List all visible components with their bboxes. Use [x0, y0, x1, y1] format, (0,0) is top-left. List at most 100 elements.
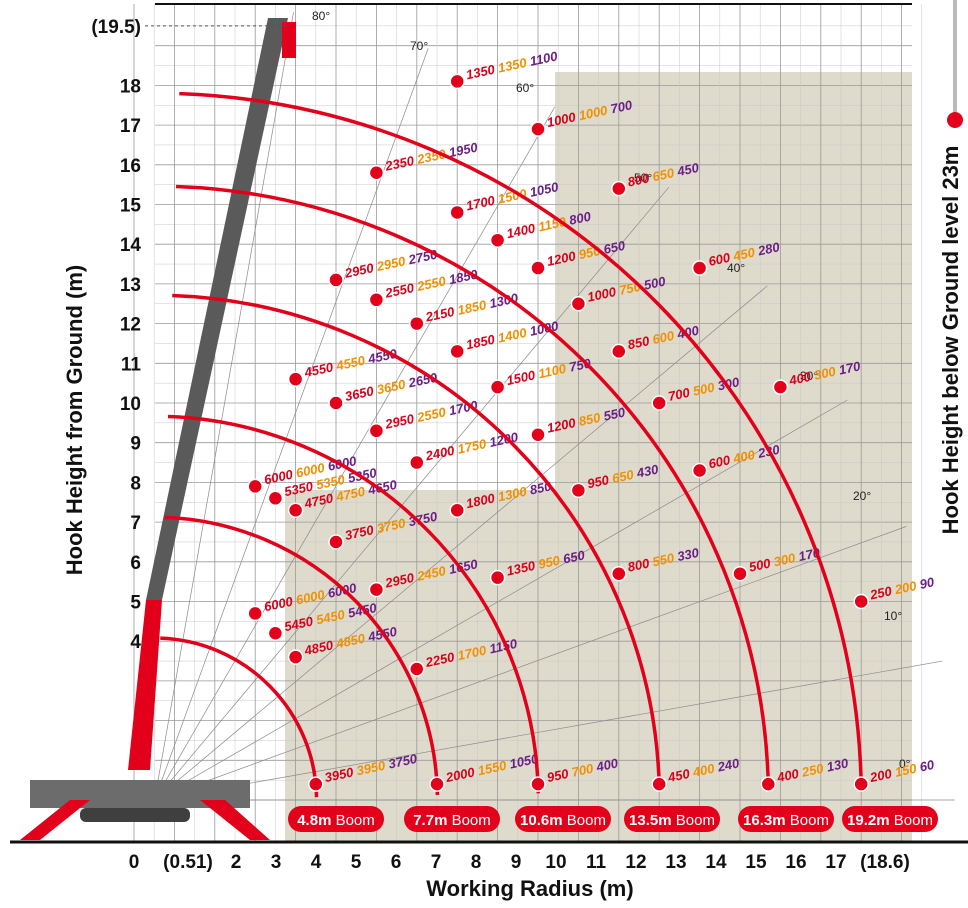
load-label: 2550 2550 1850	[383, 266, 480, 301]
x-tick-label: 2	[231, 852, 242, 873]
load-value: 800	[626, 170, 651, 189]
load-point	[368, 581, 385, 598]
angle-guide-line	[154, 399, 848, 801]
load-label: 1500 1100 750	[505, 355, 593, 388]
load-value: 250	[797, 760, 826, 780]
boom-length: 7.7m	[413, 812, 447, 829]
load-point	[409, 454, 425, 471]
load-value: 4750	[302, 490, 335, 511]
y-tick-label: 17	[120, 116, 141, 137]
y-tick-label: 11	[121, 354, 142, 375]
load-value: 1700	[453, 642, 489, 664]
load-value: 200	[868, 766, 894, 786]
boom-name-label: 10.6m Boom	[520, 812, 606, 829]
boom-name-box: 10.6m Boom	[515, 806, 611, 832]
load-label: 800 650 450	[626, 160, 701, 190]
load-label: 2150 1850 1300	[423, 290, 520, 325]
load-point	[449, 502, 465, 518]
load-value: 3750	[344, 522, 376, 543]
load-point	[247, 478, 263, 495]
load-label: 2400 1750 1200	[423, 429, 520, 464]
load-label: 4550 4550 4550	[302, 346, 399, 381]
load-value: 1400	[505, 220, 537, 241]
load-value: 450	[666, 766, 692, 786]
boom-unit: Boom	[563, 812, 606, 829]
y-tick-label: 14	[120, 235, 142, 256]
load-value: 1400	[493, 325, 529, 347]
load-value: 1200	[484, 429, 520, 451]
boom-length: 10.6m	[520, 812, 563, 829]
load-value: 6000	[263, 466, 295, 487]
angle-label: 10°	[884, 609, 902, 623]
load-label: 1850 1400 1000	[465, 318, 561, 352]
load-value: 4550	[331, 353, 367, 375]
load-value: 430	[632, 461, 661, 481]
load-value: 1950	[444, 139, 480, 161]
load-value: 4550	[363, 624, 399, 646]
load-point	[611, 180, 627, 197]
load-point	[308, 776, 324, 792]
load-point	[530, 776, 546, 792]
load-value: 1000	[586, 284, 618, 305]
crane-hook-icon	[947, 112, 963, 128]
load-label: 1000 750 500	[586, 273, 668, 304]
load-point	[530, 121, 546, 137]
boom-name-bg	[404, 806, 500, 832]
load-value: 500	[639, 273, 668, 293]
load-value: 600	[707, 250, 732, 269]
y-axis-label: Hook Height from Ground (m)	[62, 265, 87, 575]
load-label: 1350 1350 1100	[465, 48, 560, 82]
load-point	[409, 661, 425, 677]
load-value: 650	[607, 467, 636, 487]
load-value: 3750	[383, 751, 419, 773]
boom-length: 4.8m	[297, 812, 331, 829]
angle-guide-line	[154, 107, 555, 801]
load-point	[409, 315, 425, 332]
load-value: 1700	[465, 193, 497, 214]
load-value: 650	[558, 547, 587, 567]
load-value: 1200	[546, 415, 578, 436]
boom-unit: Boom	[331, 812, 374, 829]
load-value: 2950	[372, 253, 408, 275]
y-tick-label: 5	[130, 593, 141, 614]
load-label: 2950 2950 2750	[343, 246, 440, 281]
load-point	[732, 565, 748, 582]
angle-label: 60°	[516, 81, 534, 95]
load-value: 130	[822, 755, 851, 775]
boom-name-label: 4.8m Boom	[297, 812, 375, 829]
load-point	[691, 260, 708, 276]
x-axis-label: Working Radius (m)	[426, 876, 633, 901]
load-value: 300	[769, 550, 798, 570]
load-value: 650	[599, 238, 628, 258]
load-point	[287, 649, 304, 665]
boom-unit: Boom	[672, 812, 715, 829]
y-tick-label: 4	[130, 632, 141, 653]
load-value: 800	[626, 555, 651, 574]
load-label: 1350 950 650	[505, 547, 587, 578]
load-label: 2000 1550 1050	[444, 751, 541, 786]
load-value: 1050	[525, 179, 561, 201]
load-label: 950 700 400	[546, 755, 621, 785]
load-point	[530, 260, 546, 276]
load-value: 1500	[505, 367, 537, 388]
x-tick-label: 0	[129, 852, 140, 873]
load-value: 1300	[493, 484, 529, 506]
y-tick-label: 7	[130, 513, 141, 534]
y-tick-label: 16	[120, 156, 141, 177]
load-label: 2350 2350 1950	[383, 139, 480, 174]
boom-name-box: 13.5m Boom	[624, 806, 720, 832]
x-tick-label: 12	[625, 852, 646, 873]
load-value: 650	[648, 165, 677, 185]
y-tick-label: 8	[130, 473, 141, 494]
load-value: 230	[753, 442, 782, 462]
load-point	[853, 776, 869, 792]
load-point	[760, 776, 777, 792]
load-value: 2550	[383, 280, 416, 301]
load-point	[530, 427, 546, 443]
load-point	[570, 296, 587, 312]
load-value: 500	[748, 555, 773, 574]
load-point	[570, 482, 587, 499]
load-label: 950 650 430	[586, 461, 661, 491]
